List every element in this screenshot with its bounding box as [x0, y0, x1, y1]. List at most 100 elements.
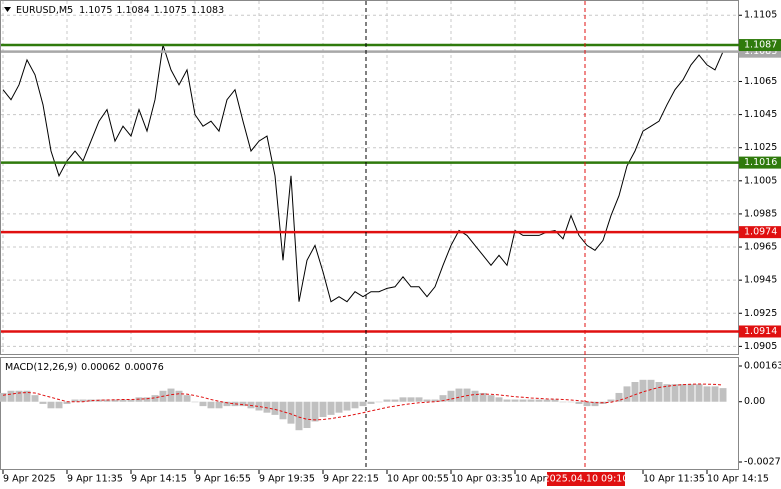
- x-tick-label: 9 Apr 22:15: [323, 474, 379, 485]
- price-line: [2, 44, 724, 303]
- histogram-bar: [415, 397, 423, 402]
- time-label-box: [547, 472, 625, 486]
- ohlc-value: 1.1075: [154, 5, 187, 16]
- level-label-box: [739, 156, 781, 169]
- x-tick-label: 9 Apr 16:55: [195, 474, 251, 485]
- histogram-bar: [103, 399, 111, 402]
- level-label: 1.1087: [744, 40, 777, 51]
- y-tick-label: 1.1005: [744, 175, 777, 186]
- y-tick-label: 1.1065: [744, 76, 777, 87]
- histogram-bar: [295, 401, 303, 431]
- histogram-bar: [695, 384, 703, 402]
- histogram-bar: [511, 399, 519, 402]
- x-tick-label: 9 Apr 14:15: [131, 474, 187, 485]
- histogram-bar: [79, 399, 87, 402]
- histogram-bar: [231, 401, 239, 407]
- x-tick-label: 9 Apr 19:35: [259, 474, 315, 485]
- y-tick-label: 1.0925: [744, 308, 777, 319]
- histogram-bar: [711, 386, 719, 402]
- level-label: 1.0914: [744, 326, 777, 337]
- histogram-bar: [575, 401, 583, 404]
- histogram-bar: [655, 382, 663, 402]
- price-panel-frame: [0, 0, 739, 355]
- histogram-bar: [351, 401, 359, 409]
- histogram-bar: [535, 399, 543, 402]
- y-tick-label: 1.1025: [744, 142, 777, 153]
- histogram-bar: [487, 395, 495, 402]
- y-tick-label: 0.00163: [744, 361, 781, 372]
- histogram-bar: [239, 401, 247, 407]
- level-label: 1.1083: [744, 46, 777, 57]
- histogram-bar: [679, 384, 687, 402]
- histogram-bar: [0, 392, 7, 402]
- histogram-bar: [359, 401, 367, 407]
- histogram-bar: [391, 399, 399, 402]
- histogram-bar: [439, 395, 447, 402]
- histogram-bar: [615, 392, 623, 402]
- macd-panel-frame: [0, 357, 739, 470]
- histogram-bar: [431, 399, 439, 402]
- y-tick-label: 1.0905: [744, 341, 777, 352]
- histogram-bar: [687, 384, 695, 402]
- histogram-bar: [31, 395, 39, 402]
- histogram-bar: [423, 399, 431, 402]
- level-label-box: [739, 325, 781, 338]
- histogram-bar: [287, 401, 295, 424]
- signal-line: [2, 383, 724, 421]
- ohlc-value: 1.1075: [79, 5, 112, 16]
- histogram-bar: [671, 384, 679, 402]
- histogram-bar: [703, 386, 711, 402]
- ohlc-value: 1.1084: [116, 5, 149, 16]
- histogram-bar: [119, 399, 127, 402]
- histogram-bar: [551, 399, 559, 402]
- x-tick-label: 10 Apr 03:35: [451, 474, 513, 485]
- menu-arrow[interactable]: [4, 7, 11, 12]
- histogram-bar: [255, 401, 263, 411]
- histogram-bar: [167, 388, 175, 402]
- histogram-bar: [7, 390, 15, 402]
- histogram-bar: [63, 401, 71, 404]
- histogram-bar: [567, 401, 575, 403]
- histogram-bar: [191, 401, 199, 403]
- chart-header: EURUSD,M5 1.1075 1.1084 1.1075 1.1083: [16, 5, 224, 16]
- y-tick-label: -0.00275: [744, 457, 781, 468]
- histogram-bar: [719, 388, 727, 402]
- macd-current: 0.00076: [124, 362, 163, 373]
- x-tick-label: 9 Apr 2025: [3, 474, 56, 485]
- histogram-bar: [407, 397, 415, 402]
- histogram-bar: [223, 401, 231, 407]
- y-tick-label: 1.0945: [744, 275, 777, 286]
- histogram-bar: [127, 399, 135, 402]
- histogram-bar: [559, 401, 567, 403]
- y-tick-label: 0.00: [744, 396, 765, 407]
- histogram-bar: [495, 397, 503, 402]
- histogram-bar: [607, 399, 615, 402]
- histogram-bar: [271, 401, 279, 415]
- histogram-bar: [447, 390, 455, 402]
- histogram-bar: [303, 401, 311, 429]
- x-tick-label: 9 Apr 11:35: [67, 474, 123, 485]
- histogram-bar: [215, 401, 223, 409]
- histogram-bar: [263, 401, 271, 413]
- histogram-bar: [639, 379, 647, 402]
- histogram-bar: [519, 399, 527, 402]
- macd-title: MACD(12,26,9): [5, 362, 77, 373]
- histogram-bar: [15, 390, 23, 402]
- histogram-bar: [503, 399, 511, 402]
- x-tick-label: 10 Apr 00:55: [387, 474, 449, 485]
- macd-current: 0.00062: [81, 362, 120, 373]
- histogram-bar: [399, 397, 407, 402]
- histogram-bar: [543, 399, 551, 402]
- histogram-bar: [591, 401, 599, 407]
- histogram-bar: [47, 401, 55, 409]
- level-label: 1.0974: [744, 227, 777, 238]
- histogram-bar: [87, 399, 95, 402]
- histogram-bar: [335, 401, 343, 413]
- level-label: 1.1016: [744, 157, 777, 168]
- symbol: EURUSD,M5: [16, 5, 73, 16]
- histogram-bar: [39, 401, 47, 404]
- histogram-bar: [199, 401, 207, 407]
- macd-header: MACD(12,26,9) 0.00062 0.00076: [5, 362, 164, 373]
- y-tick-label: 1.0965: [744, 242, 777, 253]
